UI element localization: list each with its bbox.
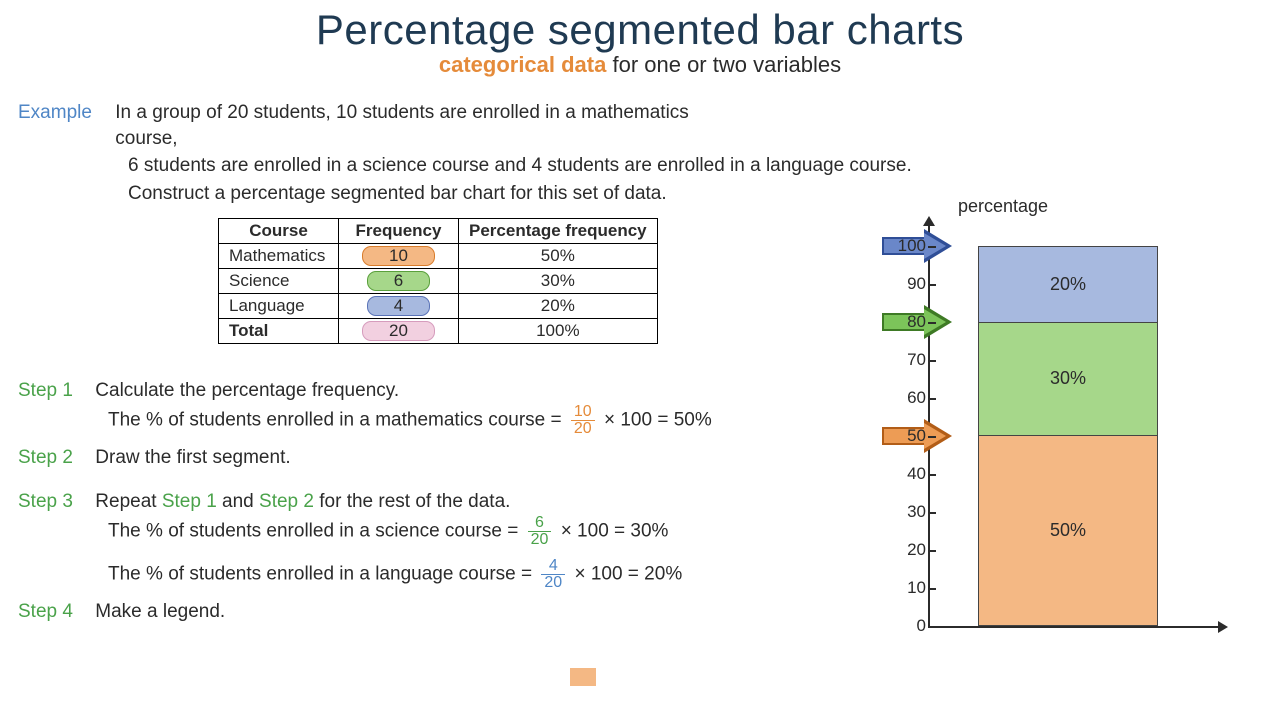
- table-header-freq: Frequency: [339, 219, 459, 244]
- segmented-bar-chart: percentage 20% 30% 50% 10090807060504030…: [828, 196, 1238, 666]
- step2-label: Step 2: [18, 447, 90, 469]
- cell-course: Language: [219, 294, 339, 319]
- question-line-2: 6 students are enrolled in a science cou…: [128, 153, 1128, 179]
- frequency-table: Course Frequency Percentage frequency Ma…: [218, 218, 658, 344]
- cell-total-freq: 20: [339, 319, 459, 344]
- step3-calc-2: The % of students enrolled in a language…: [108, 558, 738, 591]
- axis-tick: 60: [888, 388, 926, 408]
- cell-total-pct: 100%: [459, 319, 658, 344]
- step3-calc-1: The % of students enrolled in a science …: [108, 515, 738, 548]
- table-row: Science 6 30%: [219, 269, 658, 294]
- calc-pre: The % of students enrolled in a language…: [108, 564, 537, 585]
- example-label: Example: [18, 100, 110, 126]
- step1-label: Step 1: [18, 380, 90, 402]
- cell-pct: 30%: [459, 269, 658, 294]
- table-row: Language 4 20%: [219, 294, 658, 319]
- freq-pill: 20: [362, 321, 435, 341]
- subtitle-accent: categorical data: [439, 52, 607, 77]
- cell-course: Mathematics: [219, 244, 339, 269]
- cell-total-label: Total: [219, 319, 339, 344]
- calc-post: × 100 = 50%: [604, 410, 712, 431]
- axis-tick: 90: [888, 274, 926, 294]
- page-subtitle: categorical data for one or two variable…: [0, 52, 1280, 78]
- axis-tick: 20: [888, 540, 926, 560]
- axis-tick: 10: [888, 578, 926, 598]
- step2-text: Draw the first segment.: [95, 447, 290, 468]
- fraction: 420: [541, 558, 565, 591]
- axis-tick: 70: [888, 350, 926, 370]
- axis-tick: 30: [888, 502, 926, 522]
- table-row-total: Total 20 100%: [219, 319, 658, 344]
- step1-calc: The % of students enrolled in a mathemat…: [108, 404, 738, 437]
- step1-text: Calculate the percentage frequency.: [95, 380, 399, 401]
- axis-tick: 50: [888, 426, 926, 446]
- axis-tick: 100: [888, 236, 926, 256]
- legend-swatch-orange: [570, 668, 596, 686]
- axis-tick: 80: [888, 312, 926, 332]
- cell-freq: 6: [339, 269, 459, 294]
- calc-post: × 100 = 20%: [574, 564, 682, 585]
- cell-pct: 50%: [459, 244, 658, 269]
- chart-axis-title: percentage: [958, 196, 1048, 217]
- table-header-pct: Percentage frequency: [459, 219, 658, 244]
- fraction: 1020: [571, 404, 595, 437]
- axis-tick: 0: [888, 616, 926, 636]
- segment-mathematics: 50%: [979, 436, 1157, 625]
- cell-freq: 4: [339, 294, 459, 319]
- step3-label: Step 3: [18, 491, 90, 513]
- subtitle-rest: for one or two variables: [606, 52, 841, 77]
- question-line-1: In a group of 20 students, 10 students a…: [115, 100, 755, 151]
- cell-freq: 10: [339, 244, 459, 269]
- calc-post: × 100 = 30%: [561, 521, 669, 542]
- freq-pill: 10: [362, 246, 435, 266]
- freq-pill: 4: [367, 296, 430, 316]
- calc-pre: The % of students enrolled in a science …: [108, 521, 524, 542]
- segment-language: 20%: [979, 247, 1157, 323]
- page-title: Percentage segmented bar charts: [0, 6, 1280, 54]
- segment-science: 30%: [979, 323, 1157, 436]
- step4-label: Step 4: [18, 601, 90, 623]
- step3-text: Repeat Step 1 and Step 2 for the rest of…: [95, 491, 510, 512]
- table-header-course: Course: [219, 219, 339, 244]
- axis-x: [928, 626, 1218, 628]
- stacked-bar: 20% 30% 50%: [978, 246, 1158, 626]
- cell-pct: 20%: [459, 294, 658, 319]
- cell-course: Science: [219, 269, 339, 294]
- axis-tick: 40: [888, 464, 926, 484]
- step4-text: Make a legend.: [95, 601, 225, 622]
- calc-pre: The % of students enrolled in a mathemat…: [108, 410, 567, 431]
- table-row: Mathematics 10 50%: [219, 244, 658, 269]
- freq-pill: 6: [367, 271, 430, 291]
- fraction: 620: [528, 515, 552, 548]
